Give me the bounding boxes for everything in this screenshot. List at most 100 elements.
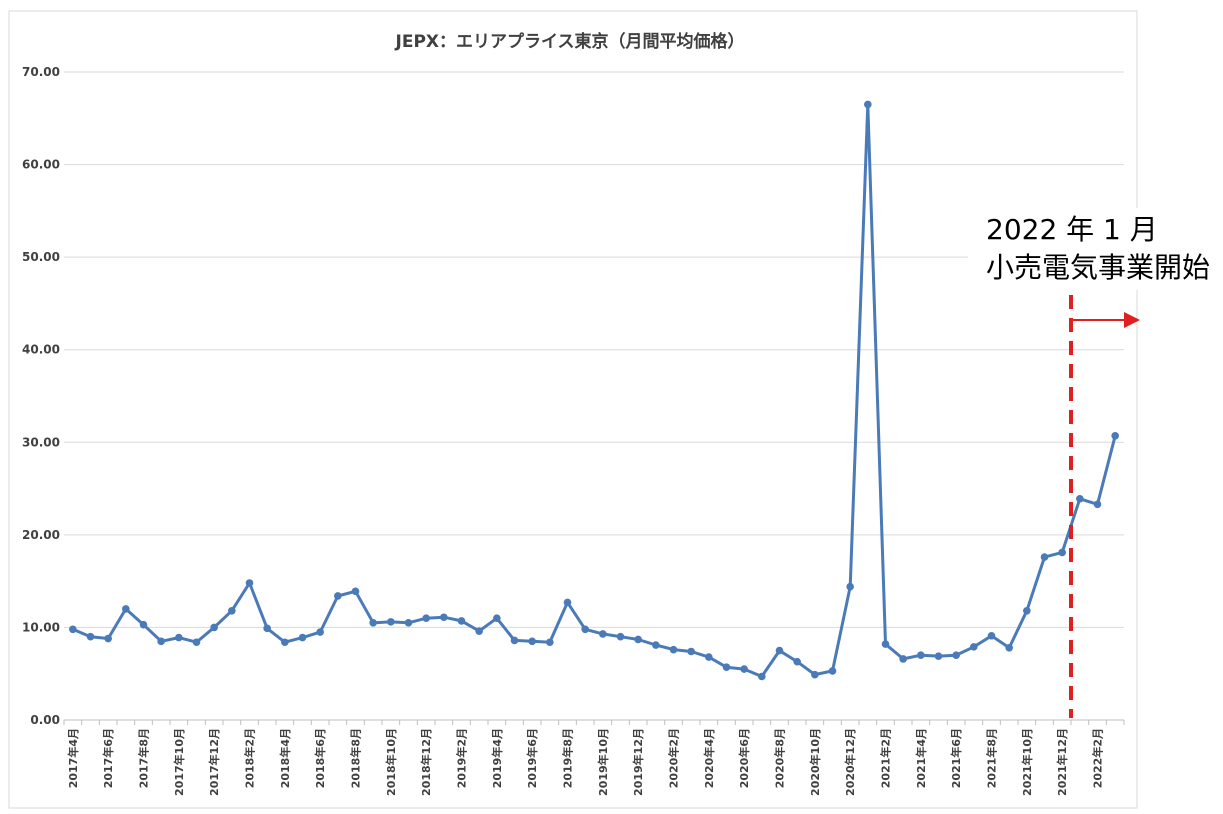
data-point: [493, 614, 501, 622]
x-tick-label: 2019年10月: [596, 728, 610, 796]
chart-border: [8, 10, 1138, 809]
data-point: [457, 617, 466, 625]
data-point: [210, 623, 218, 632]
x-tick-label: 2020年10月: [808, 728, 822, 796]
x-tick-label: 2019年12月: [631, 728, 645, 796]
data-point: [281, 638, 289, 647]
data-point: [952, 651, 960, 659]
x-tick-label: 2017年6月: [101, 728, 115, 788]
data-point: [475, 627, 483, 635]
x-tick-label: 2018年10月: [384, 728, 398, 796]
price-series: [69, 100, 1119, 681]
x-tick-label: 2018年4月: [278, 728, 292, 788]
x-tick-label: 2019年6月: [525, 728, 539, 788]
chart-title: JEPX：エリアプライス東京（月間平均価格）: [395, 31, 745, 52]
data-point: [581, 625, 589, 634]
data-point: [298, 633, 307, 642]
y-tick-label: 30.00: [22, 435, 60, 449]
x-tick-label: 2019年8月: [561, 728, 575, 788]
x-tick-label: 2017年10月: [172, 728, 186, 796]
y-tick-label: 10.00: [22, 620, 60, 634]
start-marker: [1069, 295, 1140, 718]
data-point: [599, 630, 607, 638]
data-point: [139, 620, 148, 629]
x-tick-label: 2020年2月: [667, 728, 681, 788]
data-point: [1040, 553, 1049, 561]
data-point: [917, 651, 925, 659]
x-tick-label: 2017年4月: [66, 728, 80, 788]
x-tick-label: 2018年12月: [419, 728, 433, 796]
data-point: [1005, 643, 1013, 652]
x-tick-label: 2020年4月: [702, 728, 716, 788]
x-tick-label: 2017年8月: [137, 728, 151, 788]
data-point: [705, 653, 713, 661]
x-tick-label: 2018年2月: [243, 728, 257, 788]
x-tick-label: 2019年2月: [455, 728, 469, 788]
data-point: [846, 582, 854, 591]
x-tick-label: 2021年8月: [985, 728, 999, 788]
data-point: [775, 646, 784, 655]
data-point: [740, 665, 748, 673]
data-point: [687, 647, 695, 656]
data-point: [669, 645, 678, 654]
data-point: [811, 670, 819, 679]
x-tick-label: 2021年6月: [949, 728, 963, 788]
y-tick-label: 20.00: [22, 528, 60, 542]
data-point: [1076, 494, 1084, 503]
data-point: [758, 672, 766, 681]
data-point: [316, 628, 324, 636]
x-tick-label: 2019年4月: [490, 728, 504, 788]
data-point: [934, 652, 943, 660]
callout-text: 小売電気事業開始: [986, 251, 1211, 284]
data-point: [422, 614, 430, 622]
data-point: [175, 633, 183, 642]
data-point: [387, 618, 395, 626]
data-point: [1023, 606, 1031, 615]
data-point: [369, 619, 377, 627]
x-tick-label: 2020年6月: [737, 728, 751, 788]
data-point: [440, 613, 448, 622]
data-point: [122, 605, 130, 613]
y-tick-label: 60.00: [22, 158, 60, 172]
x-tick-label: 2021年2月: [879, 728, 893, 788]
x-axis: 2017年4月 2017年6月 2017年8月 2017年10月 2017年12月 201…: [63, 719, 1125, 796]
y-tick-label: 70.00: [22, 65, 60, 79]
data-point: [987, 631, 996, 640]
data-point: [228, 606, 236, 615]
data-point: [793, 657, 801, 666]
data-point: [104, 634, 112, 643]
x-tick-label: 2018年8月: [349, 728, 363, 788]
data-point: [528, 637, 536, 646]
arrow-head: [1124, 312, 1140, 328]
y-tick-label: 50.00: [22, 250, 60, 264]
data-point: [970, 643, 978, 651]
data-point: [652, 641, 660, 649]
data-point: [1111, 432, 1119, 440]
y-tick-label: 40.00: [22, 343, 60, 357]
data-point: [899, 655, 907, 663]
data-point: [157, 637, 165, 646]
x-tick-label: 2018年6月: [313, 728, 327, 788]
gridlines: [64, 71, 1124, 721]
x-tick-label: 2020年8月: [773, 728, 787, 788]
data-point: [510, 636, 519, 645]
data-point: [263, 624, 271, 633]
data-point: [404, 619, 413, 627]
data-point: [546, 638, 554, 647]
data-point: [245, 579, 254, 587]
callout-date: 2022 年 1 月: [986, 213, 1158, 246]
data-point: [616, 632, 625, 641]
data-point: [634, 635, 642, 644]
y-axis: 0.00 10.00 20.00 30.00 40.00 50.00 60.00 70.00: [22, 65, 60, 727]
data-point: [69, 625, 77, 634]
x-tick-label: 2022年2月: [1091, 728, 1105, 788]
data-point: [881, 640, 890, 648]
data-point: [722, 663, 731, 672]
data-point: [1093, 500, 1102, 509]
retail-start-callout: 2022 年 1 月 小売電気事業開始: [968, 208, 1218, 290]
data-point: [192, 638, 201, 647]
data-point: [828, 667, 837, 675]
data-point: [351, 587, 360, 596]
